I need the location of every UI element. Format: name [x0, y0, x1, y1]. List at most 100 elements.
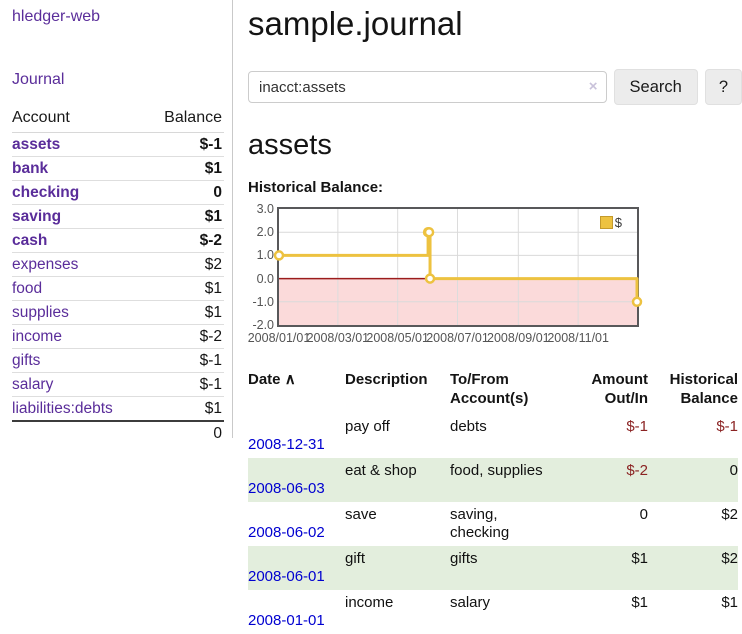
account-link[interactable]: assets	[12, 136, 61, 153]
account-row: saving $1	[12, 204, 224, 229]
transaction-accounts: debts	[450, 418, 487, 435]
transaction-accounts: salary	[450, 594, 491, 611]
search-button[interactable]: Search	[613, 69, 698, 105]
account-link[interactable]: liabilities:debts	[12, 400, 113, 417]
account-row: food $1	[12, 276, 224, 301]
x-axis-tick-label: 2008/11/01	[547, 331, 609, 345]
account-row: liabilities:debts $1	[12, 396, 224, 422]
transaction-date-link[interactable]: 2008-06-03	[248, 480, 325, 497]
account-row: checking 0	[12, 180, 224, 205]
transaction-date-cell: 2008-06-03	[248, 458, 345, 502]
account-link[interactable]: checking	[12, 184, 80, 201]
column-header-accounts: To/From Account(s)	[450, 371, 529, 407]
account-link[interactable]: food	[12, 280, 43, 297]
column-header-balance: Historical Balance	[669, 371, 738, 407]
account-balance: $1	[145, 276, 224, 301]
chart-legend: $	[599, 215, 622, 230]
account-balance: $-1	[145, 372, 224, 397]
account-balance: $-1	[145, 348, 224, 373]
legend-label: $	[614, 215, 622, 230]
account-balance: $1	[145, 300, 224, 325]
account-balance: $1	[145, 204, 224, 229]
account-name-cell: supplies	[12, 300, 146, 325]
historical-balance-chart: $ 3.0 2.0 1.0 0.0 -1.0 -2.0 2008/01/01 2008/03…	[248, 202, 678, 352]
transaction-date-link[interactable]: 2008-06-02	[248, 524, 325, 541]
transaction-balance: $2	[721, 506, 738, 523]
account-link[interactable]: bank	[12, 160, 49, 177]
account-name-cell: liabilities:debts	[12, 396, 146, 422]
chart-plot-area: $	[273, 207, 643, 327]
account-balance: $2	[145, 252, 224, 277]
transaction-amount: $-1	[626, 418, 648, 435]
transaction-date-cell: 2008-06-02	[248, 502, 345, 546]
transaction-row: 2008-12-31 pay off debts $-1 $-1	[248, 414, 738, 458]
y-axis-tick-label: 3.0	[256, 202, 274, 216]
account-name-cell: checking	[12, 180, 146, 205]
account-link[interactable]: salary	[12, 376, 54, 393]
balance-column-header: Balance	[145, 107, 224, 133]
help-button[interactable]: ?	[704, 69, 742, 105]
y-axis-tick-label: 0.0	[256, 271, 274, 286]
clear-search-icon[interactable]: ×	[588, 78, 598, 95]
account-link[interactable]: gifts	[12, 352, 41, 369]
transaction-date-link[interactable]: 2008-01-01	[248, 612, 325, 629]
y-axis-tick-label: 2.0	[256, 225, 274, 240]
transaction-date-cell: 2008-06-01	[248, 546, 345, 590]
account-link[interactable]: saving	[12, 208, 62, 225]
search-input[interactable]	[248, 71, 607, 103]
x-axis-tick-label: 2008/09/01	[487, 331, 550, 345]
x-axis-tick-label: 2008/07/01	[426, 331, 489, 345]
transaction-row: 2008-06-03 eat & shop food, supplies $-2…	[248, 458, 738, 502]
transaction-balance: $-1	[716, 418, 738, 435]
register-table: Date ∧ Description To/From Account(s) Am…	[248, 368, 738, 634]
account-balance: 0	[145, 180, 224, 205]
sidebar-item-journal[interactable]: Journal	[12, 71, 65, 88]
x-axis-tick-label: 2008/05/01	[366, 331, 429, 345]
transaction-date-cell: 2008-01-01	[248, 590, 345, 634]
account-balance: $1	[145, 396, 224, 422]
account-name-cell: assets	[12, 132, 146, 157]
account-name-cell: cash	[12, 228, 146, 253]
x-axis-tick-label: 2008/01/01	[247, 331, 311, 345]
transaction-accounts: food, supplies	[450, 462, 543, 479]
account-link[interactable]: income	[12, 328, 62, 345]
transaction-date-link[interactable]: 2008-06-01	[248, 568, 325, 585]
account-link[interactable]: expenses	[12, 256, 79, 273]
balance-chart-svg	[273, 209, 643, 325]
sidebar: hledger-web Journal Account Balance asse…	[0, 0, 233, 445]
account-balance: $-2	[145, 324, 224, 349]
account-row: cash $-2	[12, 228, 224, 253]
transaction-date-cell: 2008-12-31	[248, 414, 345, 458]
transaction-amount: $1	[631, 594, 648, 611]
y-axis-tick-label: -2.0	[252, 318, 274, 332]
account-link[interactable]: supplies	[12, 304, 69, 321]
account-name-cell: food	[12, 276, 146, 301]
x-axis-tick-label: 2008/03/01	[306, 331, 370, 345]
account-balance: $-2	[145, 228, 224, 253]
account-name-cell: bank	[12, 156, 146, 181]
page-title: sample.journal	[248, 5, 463, 42]
accounts-column-header: Account	[12, 107, 146, 133]
transaction-description: gift	[345, 550, 366, 567]
transaction-row: 2008-06-01 gift gifts $1 $2	[248, 546, 738, 590]
transaction-amount: 0	[639, 506, 648, 523]
account-row: bank $1	[12, 156, 224, 181]
accounts-balance-table: Account Balance assets $-1 bank $1	[12, 107, 224, 445]
transaction-balance: 0	[729, 462, 738, 479]
search-bar: × Search ?	[248, 69, 742, 105]
transaction-date-link[interactable]: 2008-12-31	[248, 436, 325, 453]
account-balance: $1	[145, 156, 224, 181]
transaction-accounts: saving, checking	[450, 506, 510, 541]
account-row: supplies $1	[12, 300, 224, 325]
accounts-total-value: 0	[145, 420, 224, 445]
account-link[interactable]: cash	[12, 232, 48, 249]
account-balance: $-1	[145, 132, 224, 157]
legend-swatch-icon	[599, 216, 613, 229]
column-header-date[interactable]: Date ∧	[248, 371, 296, 388]
app-title-link[interactable]: hledger-web	[12, 8, 101, 25]
transaction-description: eat & shop	[345, 462, 417, 479]
accounts-total-row: 0	[12, 420, 224, 445]
transaction-accounts: gifts	[450, 550, 478, 567]
transaction-amount: $1	[631, 550, 648, 567]
account-name-cell: saving	[12, 204, 146, 229]
